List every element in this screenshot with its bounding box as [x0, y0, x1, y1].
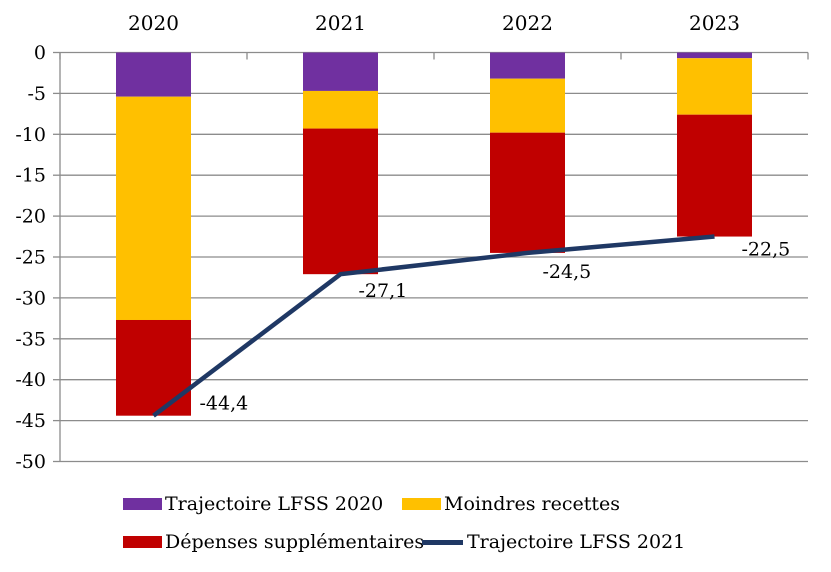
bar-segment-2-2020	[116, 319, 191, 416]
category-label: 2020	[128, 11, 179, 35]
bar-segment-2-2021	[303, 128, 378, 275]
legend-item-trajectoire-lfss-2020: Trajectoire LFSS 2020	[123, 492, 383, 516]
legend-line-swatch-trajectoire-lfss-2021	[422, 539, 463, 545]
category-label: 2021	[315, 11, 366, 35]
trajectory-line	[152, 234, 715, 418]
legend-label-trajectoire-lfss-2020: Trajectoire LFSS 2020	[165, 493, 384, 515]
line-point-label: -27,1	[359, 280, 408, 302]
y-tick-label: -10	[15, 124, 46, 146]
bar-segment-1-2021	[303, 90, 378, 129]
bar-segment-0-2023	[677, 52, 752, 59]
category-label: 2023	[689, 11, 740, 35]
bar-segment-2-2023	[677, 114, 752, 237]
y-tick-label: -30	[15, 287, 46, 309]
legend-item-moindres-recettes: Moindres recettes	[402, 492, 620, 516]
y-tick-label: 0	[34, 42, 46, 64]
y-tick-label: -5	[27, 83, 46, 105]
y-tick-label: -35	[15, 328, 46, 350]
line-point-label: -24,5	[543, 261, 592, 283]
bar-segment-1-2022	[490, 78, 565, 133]
legend-label-moindres-recettes: Moindres recettes	[444, 493, 620, 515]
legend-swatch-moindres-recettes	[402, 498, 441, 510]
y-tick-label: -40	[15, 369, 46, 391]
bar-segment-1-2023	[677, 58, 752, 115]
y-tick-label: -20	[15, 206, 46, 228]
bar-segment-0-2020	[116, 52, 191, 97]
legend-label-depenses-supplementaires: Dépenses supplémentaires	[165, 531, 425, 553]
bar-segment-0-2021	[303, 52, 378, 91]
category-label: 2022	[502, 11, 553, 35]
line-point-label: -22,5	[742, 239, 791, 261]
legend-swatch-trajectoire-lfss-2020	[123, 498, 162, 510]
y-tick-label: -45	[15, 410, 46, 432]
legend-item-trajectoire-lfss-2021: Trajectoire LFSS 2021	[422, 530, 685, 554]
y-tick-label: -15	[15, 165, 46, 187]
y-tick-label: -25	[15, 247, 46, 269]
legend-label-trajectoire-lfss-2021: Trajectoire LFSS 2021	[467, 531, 686, 553]
bar-segment-1-2020	[116, 96, 191, 320]
y-tick-label: -50	[15, 451, 46, 473]
bar-segment-2-2022	[490, 132, 565, 253]
bar-segment-0-2022	[490, 52, 565, 79]
plot-area: 0 -5 -10 -15 -20 -25 -30 -35 -40 -45 -50 2020 2021 20…	[15, 11, 809, 473]
legend-swatch-depenses-supplementaires	[123, 536, 162, 548]
legend-item-depenses-supplementaires: Dépenses supplémentaires	[123, 530, 424, 554]
line-point-label: -44,4	[200, 393, 249, 415]
